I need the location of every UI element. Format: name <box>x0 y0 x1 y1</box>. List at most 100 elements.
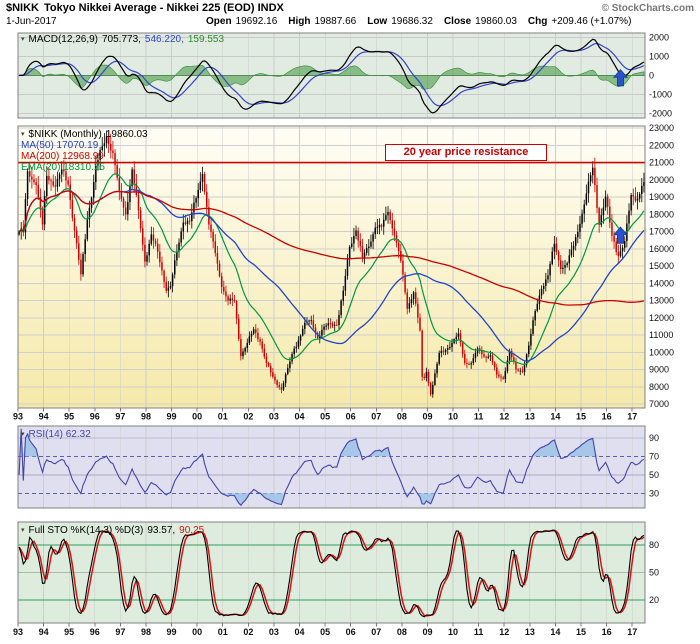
svg-text:03: 03 <box>269 627 279 637</box>
svg-text:02: 02 <box>243 412 253 422</box>
svg-text:03: 03 <box>269 412 279 422</box>
svg-text:16: 16 <box>602 627 612 637</box>
svg-text:10: 10 <box>448 627 458 637</box>
svg-text:01: 01 <box>218 627 228 637</box>
ma200-legend: MA(200) 12968.99 <box>21 151 104 162</box>
macd-signal-value: 546.220, <box>144 34 184 45</box>
title-row: $NIKK Tokyo Nikkei Average - Nikkei 225 … <box>6 2 694 16</box>
svg-text:15: 15 <box>576 627 586 637</box>
svg-text:97: 97 <box>115 627 125 637</box>
svg-text:95: 95 <box>64 412 74 422</box>
svg-text:8000: 8000 <box>649 382 669 392</box>
svg-text:13: 13 <box>525 627 535 637</box>
rsi-legend: ▾ RSI(14) 62.32 <box>21 429 95 440</box>
panel-collapse-icon[interactable]: ▾ <box>21 527 25 534</box>
chart-area: 2000 1000 0 -1000 -2000 23000 22000 21000 20000 1… <box>0 30 700 639</box>
svg-text:12000: 12000 <box>649 313 674 323</box>
ticker-symbol: $NIKK <box>6 2 40 14</box>
price-legend: ▾ $NIKK (Monthly) 19860.03 MA(50) 17070.19… <box>21 129 152 173</box>
svg-text:11: 11 <box>474 627 484 637</box>
change-value: +209.46 (+1.07%) <box>551 16 632 27</box>
price-legend-close: 19860.03 <box>105 129 148 140</box>
svg-text:05: 05 <box>320 627 330 637</box>
svg-text:17: 17 <box>627 627 637 637</box>
change-label: Chg <box>527 16 548 27</box>
open-value: 19692.16 <box>235 16 278 27</box>
svg-text:2000: 2000 <box>649 33 669 43</box>
copyright: © StockCharts.com <box>601 3 694 14</box>
chart-header: $NIKK Tokyo Nikkei Average - Nikkei 225 … <box>0 0 700 30</box>
svg-text:90: 90 <box>649 433 659 443</box>
svg-text:21000: 21000 <box>649 158 674 168</box>
low-value: 19686.32 <box>391 16 433 27</box>
svg-text:20000: 20000 <box>649 175 674 185</box>
svg-text:12: 12 <box>499 627 509 637</box>
high-value: 19887.66 <box>314 16 357 27</box>
svg-text:14000: 14000 <box>649 278 674 288</box>
svg-text:50: 50 <box>649 568 659 578</box>
svg-text:17000: 17000 <box>649 227 674 237</box>
svg-text:93: 93 <box>13 627 23 637</box>
svg-text:00: 00 <box>192 412 202 422</box>
svg-text:96: 96 <box>90 627 100 637</box>
svg-text:99: 99 <box>167 627 177 637</box>
svg-text:13: 13 <box>525 412 535 422</box>
sto-d-value: 90.25 <box>179 525 205 536</box>
rsi-legend-text: RSI(14) 62.32 <box>28 429 91 440</box>
svg-text:95: 95 <box>64 627 74 637</box>
svg-text:08: 08 <box>397 412 407 422</box>
svg-text:14: 14 <box>550 627 560 637</box>
svg-text:94: 94 <box>39 627 49 637</box>
close-label: Close <box>443 16 472 27</box>
svg-text:18000: 18000 <box>649 209 674 219</box>
svg-text:-1000: -1000 <box>649 89 672 99</box>
svg-text:94: 94 <box>39 412 49 422</box>
svg-text:9000: 9000 <box>649 365 669 375</box>
svg-text:09: 09 <box>422 412 432 422</box>
svg-text:11000: 11000 <box>649 330 673 340</box>
svg-text:99: 99 <box>167 412 177 422</box>
svg-text:00: 00 <box>192 627 202 637</box>
svg-text:07: 07 <box>371 627 381 637</box>
svg-text:10000: 10000 <box>649 347 674 357</box>
svg-text:09: 09 <box>422 627 432 637</box>
chart-canvas: 200010000-1000-2000230002200021000200001… <box>13 32 674 637</box>
svg-text:15000: 15000 <box>649 261 674 271</box>
ema20-legend: EMA(20) 18310.25 <box>21 162 105 173</box>
svg-text:93: 93 <box>13 412 23 422</box>
ma50-legend: MA(50) 17070.19 <box>21 140 99 151</box>
svg-text:12: 12 <box>499 412 509 422</box>
svg-text:10: 10 <box>448 412 458 422</box>
svg-text:11: 11 <box>474 412 484 422</box>
close-value: 19860.03 <box>475 16 517 27</box>
svg-text:04: 04 <box>295 627 305 637</box>
svg-text:04: 04 <box>295 412 305 422</box>
macd-hist-value: 159.553 <box>187 34 225 45</box>
svg-text:23000: 23000 <box>649 123 674 133</box>
low-label: Low <box>367 16 388 27</box>
svg-text:19000: 19000 <box>649 192 674 202</box>
svg-text:13000: 13000 <box>649 296 674 306</box>
svg-text:16: 16 <box>602 412 612 422</box>
svg-text:07: 07 <box>371 412 381 422</box>
svg-text:70: 70 <box>649 451 659 461</box>
panel-collapse-icon[interactable]: ▾ <box>21 36 25 43</box>
resistance-annotation: 20 year price resistance <box>385 144 547 161</box>
svg-text:50: 50 <box>649 470 659 480</box>
svg-text:08: 08 <box>397 627 407 637</box>
price-legend-symbol: $NIKK (Monthly) <box>28 129 102 140</box>
svg-text:06: 06 <box>346 627 356 637</box>
svg-text:-2000: -2000 <box>649 108 672 118</box>
panel-collapse-icon[interactable]: ▾ <box>21 131 25 138</box>
svg-text:06: 06 <box>346 412 356 422</box>
svg-text:0: 0 <box>649 71 654 81</box>
sto-legend: ▾ Full STO %K(14,3) %D(3) 93.57, 90.25 <box>21 525 208 536</box>
panel-collapse-icon[interactable]: ▾ <box>21 431 25 438</box>
svg-text:15: 15 <box>576 412 586 422</box>
macd-legend: ▾ MACD(12,26,9) 705.773, 546.220, 159.553 <box>21 34 228 45</box>
high-label: High <box>288 16 311 27</box>
svg-text:97: 97 <box>115 412 125 422</box>
svg-text:20: 20 <box>649 595 659 605</box>
chart-date: 1-Jun-2017 <box>6 16 57 27</box>
